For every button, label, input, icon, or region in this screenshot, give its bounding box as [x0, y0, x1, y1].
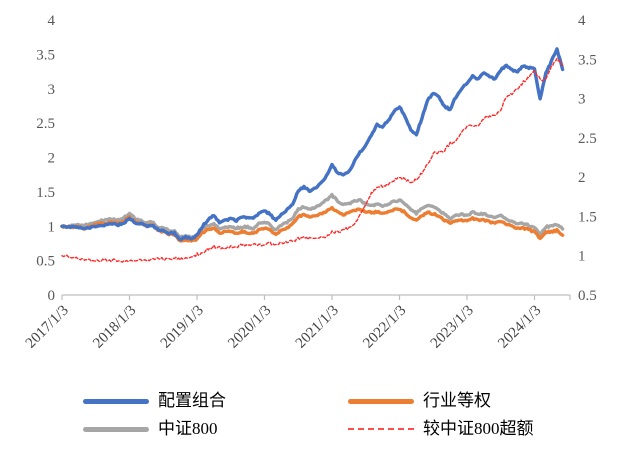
- legend-item-csi800: 中证800: [83, 418, 218, 440]
- legend-item-excess-vs-csi800: 较中证800超额: [348, 418, 534, 440]
- x-axis-tick-label: 2022/1/3: [360, 303, 409, 352]
- left-axis-tick-label: 3.5: [36, 47, 55, 63]
- series-line-2: [60, 192, 565, 240]
- right-axis-tick-label: 3: [578, 92, 586, 108]
- x-axis-tick-label: 2018/1/3: [90, 303, 139, 352]
- right-axis-tick-label: 4: [578, 13, 586, 29]
- right-axis-tick-label: 2.5: [578, 131, 597, 147]
- left-axis-tick-label: 4: [48, 13, 56, 29]
- legend-label-industry-equal-weight: 行业等权: [423, 391, 491, 410]
- left-axis-tick-label: 0: [48, 288, 56, 304]
- left-axis-tick-label: 3: [48, 82, 56, 98]
- x-axis-tick-label: 2017/1/3: [23, 303, 72, 352]
- x-axis-tick-label: 2021/1/3: [293, 303, 342, 352]
- series-line-3: [61, 57, 564, 263]
- legend-item-industry-equal-weight: 行业等权: [348, 390, 491, 412]
- right-axis-tick-label: 2: [578, 170, 586, 186]
- left-axis-tick-label: 2.5: [36, 116, 55, 132]
- chart-plot-area: 2017/1/3 2018/1/3 2019/1/3 2020/1/3 2021/1/3…: [23, 13, 597, 352]
- x-axis-tick-label: 2023/1/3: [428, 303, 477, 352]
- right-axis-tick-label: 1: [578, 249, 586, 265]
- right-axis-tick-label: 3.5: [578, 52, 597, 68]
- right-axis-tick-label: 0.5: [578, 288, 597, 304]
- x-axis-tick-label: 2019/1/3: [158, 303, 207, 352]
- left-axis-tick-label: 1.5: [36, 185, 55, 201]
- series-line-0: [60, 47, 565, 242]
- legend-label-csi800: 中证800: [158, 419, 218, 438]
- portfolio-line-swatch-icon: [83, 398, 149, 404]
- x-axis-tick-label: 2020/1/3: [225, 303, 274, 352]
- legend-label-portfolio: 配置组合: [158, 391, 226, 410]
- right-axis-tick-label: 1.5: [578, 209, 597, 225]
- industry-equal-weight-line-swatch-icon: [348, 398, 414, 404]
- x-axis-tick-label: 2024/1/3: [495, 303, 544, 352]
- legend-item-portfolio: 配置组合: [83, 390, 226, 412]
- excess-dashed-line-swatch-icon: [348, 428, 414, 430]
- csi800-line-swatch-icon: [83, 426, 149, 432]
- left-axis-tick-label: 0.5: [36, 254, 55, 270]
- legend-label-excess-vs-csi800: 较中证800超额: [423, 419, 534, 438]
- left-axis-tick-label: 1: [48, 219, 56, 235]
- left-axis-tick-label: 2: [48, 151, 56, 167]
